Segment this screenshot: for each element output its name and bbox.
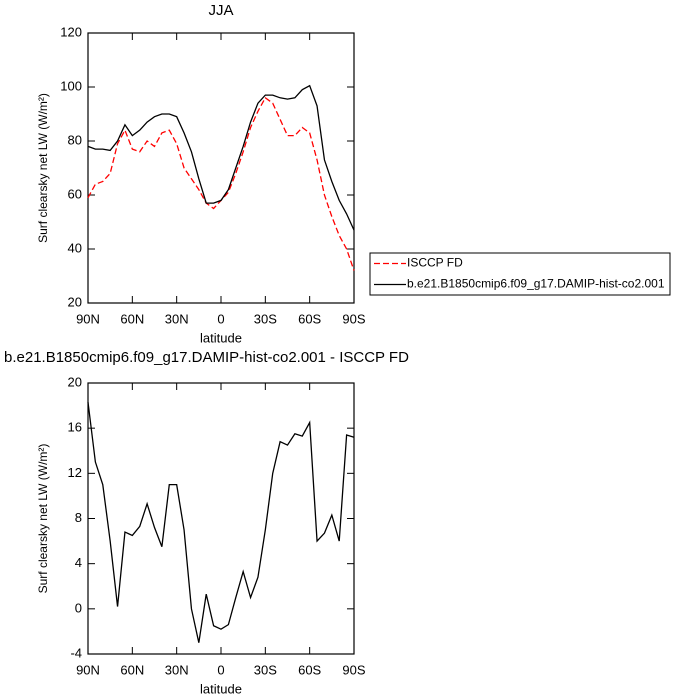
x-axis-label: latitude (200, 330, 242, 345)
x-tick-label: 0 (217, 662, 224, 677)
y-tick-label: 20 (68, 294, 82, 309)
data-line (87, 84, 355, 231)
legend-label: ISCCP FD (407, 256, 463, 270)
plot-frame (87, 382, 355, 655)
x-tick-label: 90N (76, 311, 100, 326)
x-tick-label: 90S (342, 662, 365, 677)
y-tick-label: 12 (68, 465, 82, 480)
x-tick-label: 60S (298, 662, 321, 677)
x-tick-label: 30S (254, 662, 277, 677)
y-tick-label: 8 (75, 510, 82, 525)
x-tick-label: 60S (298, 311, 321, 326)
data-line (87, 402, 355, 643)
x-tick-label: 30S (254, 311, 277, 326)
chart-title: b.e21.B1850cmip6.f09_g17.DAMIP-hist-co2.… (4, 349, 409, 366)
y-axis-label: Surf clearsky net LW (W/m²) (36, 444, 50, 594)
x-axis-label: latitude (200, 681, 242, 696)
x-tick-label: 0 (217, 311, 224, 326)
legend-label: b.e21.B1850cmip6.f09_g17.DAMIP-hist-co2.… (407, 277, 665, 291)
y-tick-label: -4 (70, 645, 82, 660)
x-tick-label: 60N (120, 311, 144, 326)
y-tick-label: 40 (68, 240, 82, 255)
y-tick-label: 60 (68, 186, 82, 201)
data-line (87, 96, 355, 271)
y-tick-label: 16 (68, 420, 82, 435)
y-axis-label: Surf clearsky net LW (W/m²) (36, 93, 50, 243)
x-tick-label: 30N (165, 662, 189, 677)
x-tick-label: 90N (76, 662, 100, 677)
y-tick-label: 20 (68, 374, 82, 389)
y-tick-label: 120 (60, 24, 82, 39)
y-tick-label: 0 (75, 600, 82, 615)
chart-title: JJA (208, 2, 233, 19)
legend-box (369, 252, 671, 296)
x-tick-label: 30N (165, 311, 189, 326)
y-tick-label: 80 (68, 132, 82, 147)
y-tick-label: 4 (75, 555, 82, 570)
x-tick-label: 90S (342, 311, 365, 326)
x-tick-label: 60N (120, 662, 144, 677)
plot-frame (87, 32, 355, 304)
y-tick-label: 100 (60, 78, 82, 93)
